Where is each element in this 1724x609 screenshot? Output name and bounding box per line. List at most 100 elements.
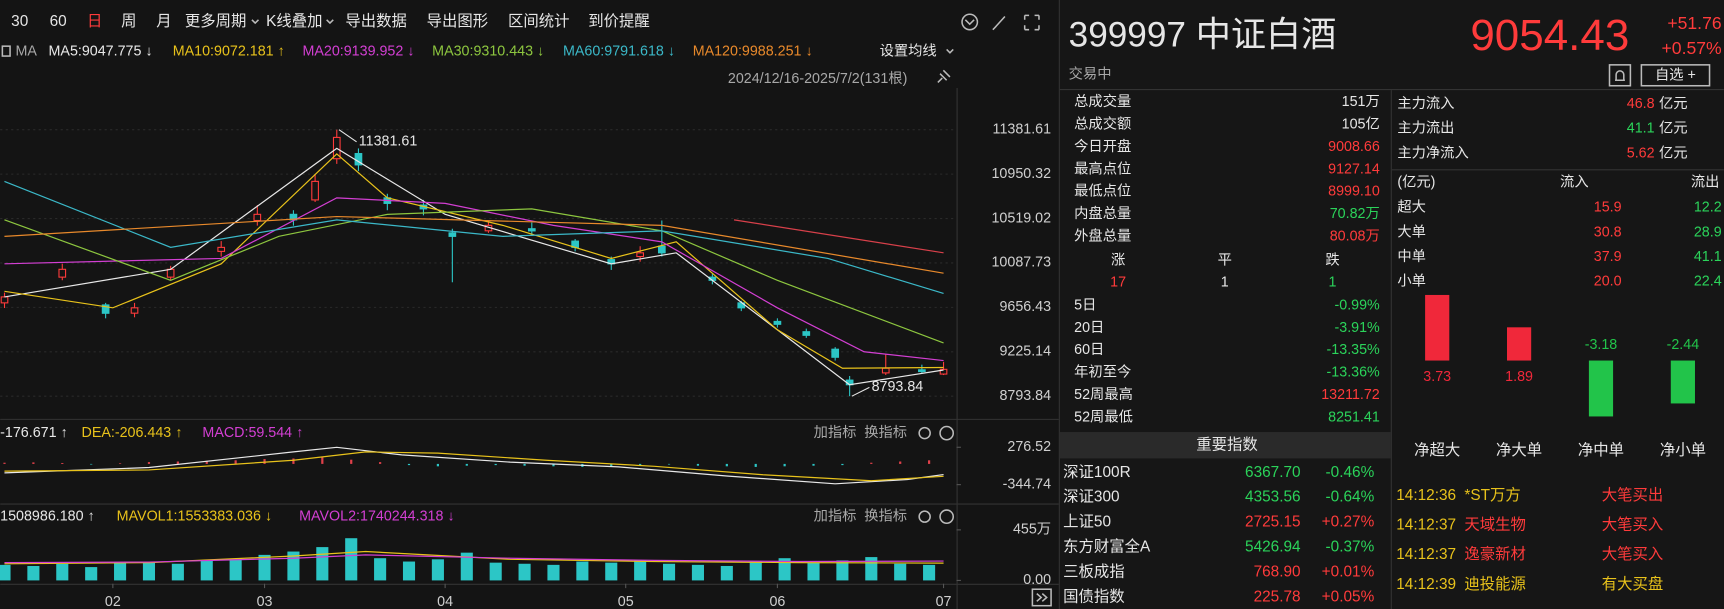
- index-title: 重要指数: [1196, 435, 1258, 453]
- pin-icon[interactable]: [937, 69, 951, 83]
- index-name: 深证100R: [1063, 463, 1131, 481]
- breadth-label: 跌: [1325, 251, 1339, 268]
- legend-entry: MA10:9072.181 ↑: [173, 43, 285, 59]
- switch-indicator[interactable]: 换指标: [864, 424, 907, 441]
- ma-line: [4, 554, 944, 564]
- y-tick-label: 0.00: [1023, 572, 1051, 588]
- toolbar-item[interactable]: K线叠加: [266, 12, 322, 30]
- bar: [899, 461, 902, 464]
- legend-icon: [1, 45, 11, 57]
- bar: [610, 463, 613, 467]
- last-price: 9054.43: [1470, 11, 1629, 60]
- toolbar-item[interactable]: 导出数据: [345, 12, 406, 30]
- index-name: 三板成指: [1063, 563, 1125, 581]
- bar: [345, 538, 358, 581]
- ma-line: [4, 215, 944, 274]
- close-icon[interactable]: [939, 425, 955, 441]
- flow-out: 28.9: [1694, 224, 1722, 240]
- bar: [3, 462, 6, 464]
- bar: [783, 463, 786, 467]
- bar: [812, 463, 815, 466]
- switch-indicator[interactable]: 换指标: [864, 507, 907, 524]
- ticker-event: 大笔买入: [1602, 516, 1664, 534]
- toolbar-item[interactable]: 到价提醒: [588, 12, 650, 30]
- stat-label: 内盘总量: [1074, 204, 1131, 222]
- bar-value-label: -2.44: [1667, 337, 1700, 353]
- settings-icon[interactable]: [918, 510, 931, 523]
- bar: [0, 564, 11, 581]
- alert-button[interactable]: [1608, 64, 1632, 87]
- bar: [321, 457, 324, 464]
- add-indicator[interactable]: 加指标: [814, 424, 857, 441]
- flow-value: 41.1: [1627, 120, 1655, 136]
- toolbar-item[interactable]: 导出图形: [427, 12, 489, 30]
- bar: [465, 463, 468, 466]
- toolbar-item[interactable]: 日: [87, 13, 102, 30]
- return-label: 52周最高: [1074, 386, 1133, 403]
- return-value: -13.35%: [1327, 342, 1380, 358]
- settings-icon[interactable]: [918, 426, 931, 440]
- bar: [489, 562, 502, 581]
- bar: [749, 561, 762, 581]
- bar: [292, 458, 295, 464]
- collapse-button[interactable]: [961, 13, 979, 31]
- ma-line: [4, 197, 944, 362]
- flow-in: 20.0: [1594, 274, 1622, 290]
- stat-label: 总成交额: [1074, 114, 1131, 132]
- y-tick-label: 276.52: [1007, 439, 1051, 455]
- index-value: 225.78: [1254, 589, 1301, 606]
- bar: [85, 567, 98, 581]
- index-change: -0.64%: [1326, 489, 1375, 506]
- index-value: 4353.56: [1245, 489, 1301, 506]
- bar: [436, 463, 440, 467]
- flow-label: 主力流出: [1397, 119, 1454, 136]
- bar-value-label: 1.89: [1505, 369, 1533, 385]
- date-range: 2024/12/16-2025/7/2(131根): [728, 70, 907, 87]
- candle-body: [289, 213, 298, 221]
- security-name: 399997 中证白酒: [1069, 16, 1337, 55]
- breadth-value: 17: [1110, 274, 1126, 290]
- toolbar-item[interactable]: 周: [121, 13, 136, 30]
- flow-value: 46.8: [1627, 96, 1655, 112]
- bar: [841, 463, 844, 466]
- ticker-time: 14:12:37: [1396, 517, 1456, 534]
- chevron: [1041, 593, 1048, 602]
- chevron: [964, 19, 975, 26]
- watch-label[interactable]: 自选 +: [1655, 67, 1696, 84]
- ma-settings[interactable]: 设置均线: [880, 42, 937, 59]
- ticker-stock: 天域生物: [1464, 516, 1526, 534]
- flow-row-label: 中单: [1397, 248, 1426, 265]
- ticker-stock: 迪投能源: [1464, 575, 1526, 593]
- stat-label: 最低点位: [1074, 183, 1131, 200]
- bar: [927, 460, 931, 464]
- chevron: [1036, 593, 1043, 602]
- x-tick-label: 02: [105, 594, 121, 609]
- close-icon[interactable]: [939, 509, 955, 525]
- bar-category-label: 净大单: [1496, 441, 1542, 459]
- index-value: 6367.70: [1245, 464, 1301, 481]
- toolbar-item[interactable]: 更多周期: [185, 12, 247, 30]
- toolbar-item[interactable]: 30: [11, 13, 28, 30]
- toolbar-item[interactable]: 60: [50, 13, 67, 30]
- bar: [171, 563, 184, 581]
- toolbar-item[interactable]: 月: [156, 13, 171, 30]
- candle-body: [0, 296, 9, 304]
- x-tick-label: 04: [437, 594, 453, 609]
- add-indicator[interactable]: 加指标: [814, 507, 857, 524]
- legend-entry: MAVOL2:1740244.318 ↓: [299, 508, 454, 524]
- expand-button[interactable]: [1031, 588, 1052, 607]
- bar: [605, 562, 618, 581]
- stat-label: 最高点位: [1074, 160, 1131, 177]
- annotation-arrow: [851, 386, 870, 397]
- draw-button[interactable]: [992, 15, 1006, 31]
- legend-entry: MA120:9988.251 ↓: [693, 43, 813, 59]
- index-change: +0.05%: [1322, 589, 1375, 606]
- bar: [205, 460, 208, 464]
- bar-category-label: 净小单: [1660, 441, 1706, 459]
- fullscreen-button[interactable]: [1023, 14, 1040, 31]
- toolbar-item[interactable]: 区间统计: [508, 12, 570, 30]
- ma-line: [4, 180, 944, 294]
- watch-button[interactable]: [1640, 64, 1711, 87]
- legend-entry: MA30:9310.443 ↓: [432, 43, 544, 59]
- candle-body: [527, 228, 536, 232]
